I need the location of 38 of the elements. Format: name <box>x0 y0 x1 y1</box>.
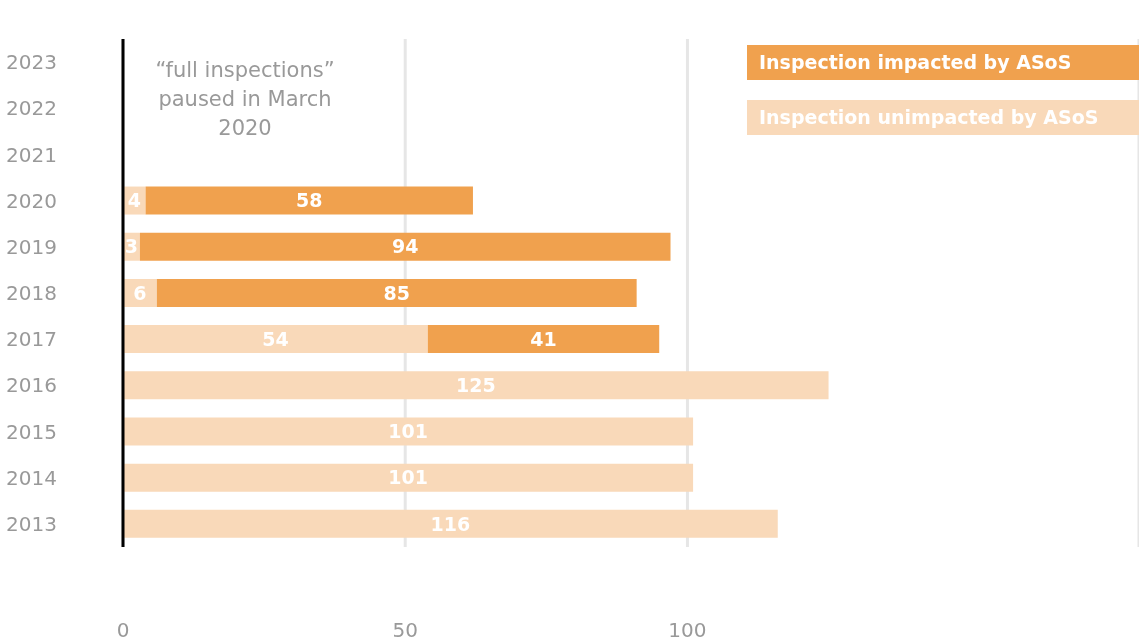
bar <box>145 186 473 215</box>
legend-key: Inspection unimpacted by ASoS <box>747 100 1139 135</box>
y-tick-label: 2018 <box>6 281 57 306</box>
data-label: 94 <box>392 235 419 258</box>
data-label: 58 <box>296 189 323 212</box>
bar <box>123 325 428 354</box>
x-tick-label: 50 <box>392 618 418 639</box>
y-tick-label: 2015 <box>6 419 57 444</box>
y-tick-label: 2022 <box>6 96 57 121</box>
data-label: 6 <box>133 281 147 304</box>
y-tick-label: 2013 <box>6 512 57 537</box>
annotation: “full inspections” paused in March 2020 <box>154 57 336 142</box>
y-tick-label: 2016 <box>6 373 57 398</box>
legend-key: Inspection impacted by ASoS <box>747 45 1139 80</box>
data-label: 54 <box>262 327 289 350</box>
data-label: 4 <box>127 189 141 212</box>
data-label: 101 <box>388 420 428 443</box>
y-tick-label: 2023 <box>6 50 57 75</box>
bar <box>123 463 694 492</box>
x-tick-label: 100 <box>668 618 707 639</box>
x-tick-label: 0 <box>116 618 130 639</box>
y-tick-label: 2017 <box>6 327 57 352</box>
data-label: 41 <box>530 327 557 350</box>
y-tick-label: 2014 <box>6 465 57 490</box>
data-label: 101 <box>388 466 428 489</box>
bar <box>427 325 660 354</box>
y-tick-label: 2019 <box>6 234 57 259</box>
bar <box>139 232 671 261</box>
y-tick-label: 2020 <box>6 188 57 213</box>
y-tick-label: 2021 <box>6 142 57 167</box>
bar <box>123 509 778 538</box>
bar <box>123 371 829 400</box>
data-label: 3 <box>124 235 139 258</box>
data-label: 116 <box>430 512 471 535</box>
data-label: 85 <box>383 281 410 304</box>
data-label: 125 <box>455 374 496 397</box>
bar <box>156 278 637 307</box>
bar <box>123 417 694 446</box>
